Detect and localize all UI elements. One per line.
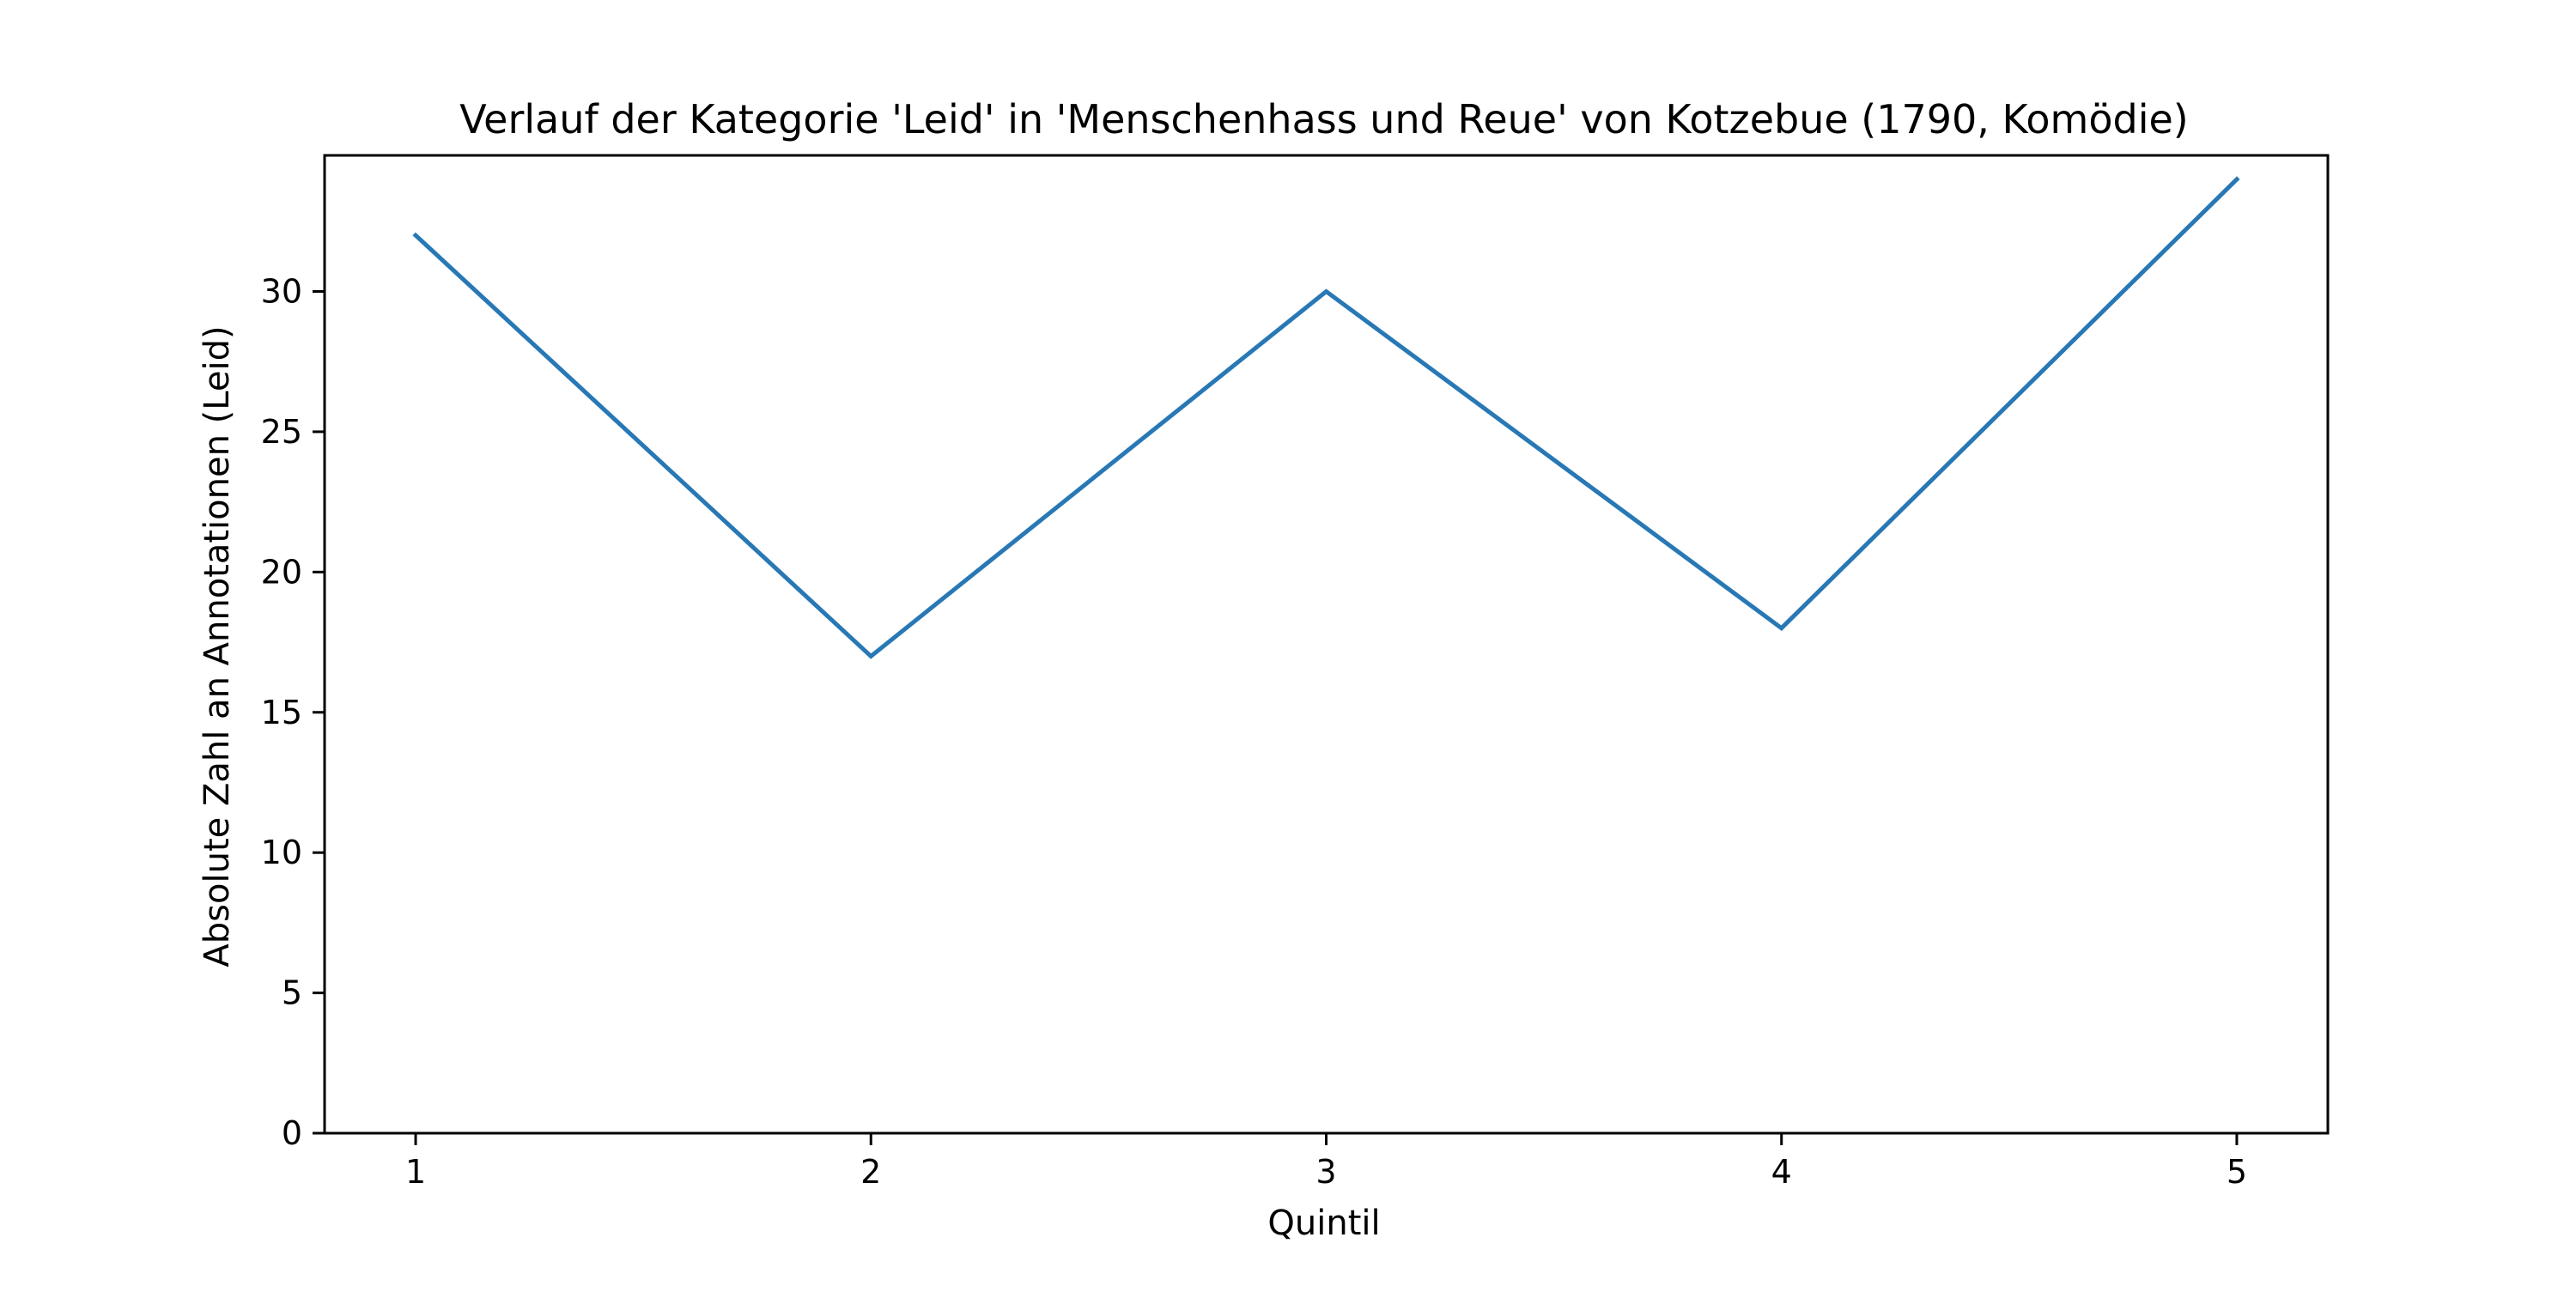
x-tick-label-2: 2 [860, 1153, 881, 1191]
y-axis-label: Absolute Zahl an Annotationen (Leid) [197, 325, 237, 967]
x-tick-label-5: 5 [2227, 1153, 2247, 1191]
x-tick-label-4: 4 [1771, 1153, 1792, 1191]
y-tick-label-30: 30 [261, 273, 302, 311]
y-tick-label-5: 5 [282, 974, 302, 1012]
y-tick-label-20: 20 [261, 553, 302, 591]
y-tick-label-10: 10 [261, 834, 302, 871]
y-tick-label-15: 15 [261, 694, 302, 731]
y-tick-label-0: 0 [282, 1114, 302, 1152]
chart-title: Verlauf der Kategorie 'Leid' in 'Mensche… [459, 96, 2188, 143]
x-tick-label-3: 3 [1315, 1153, 1336, 1191]
x-tick-label-1: 1 [405, 1153, 426, 1191]
y-tick-label-25: 25 [261, 413, 302, 451]
x-axis-label: Quintil [1267, 1204, 1380, 1243]
plot-area: 1 2 3 4 5 0 5 10 15 20 25 30 [261, 154, 2330, 1191]
series-line-0 [412, 176, 2240, 659]
